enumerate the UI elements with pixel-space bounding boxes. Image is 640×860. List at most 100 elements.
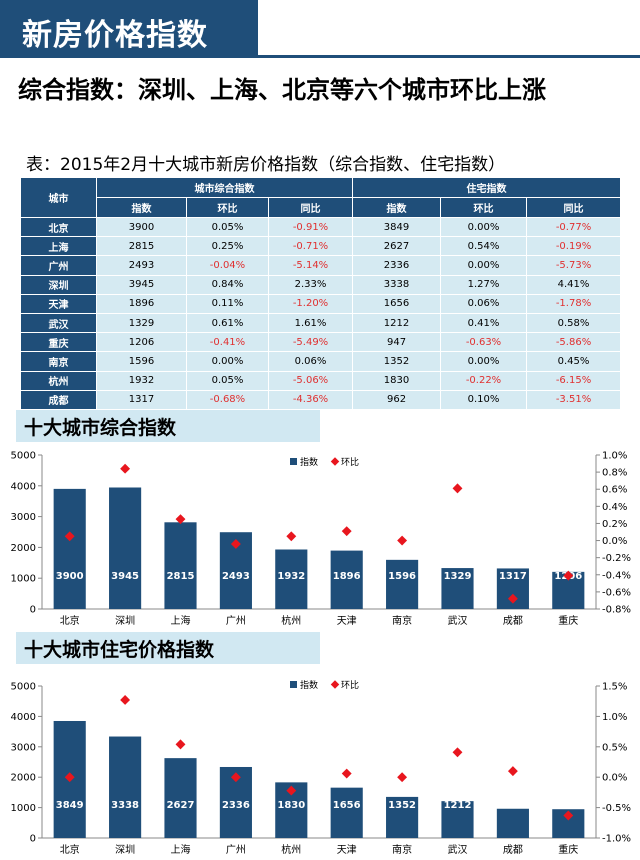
y-tick-label: 0 <box>30 605 36 616</box>
bar-data-label: 2493 <box>222 571 250 582</box>
section-title: 十大城市住宅价格指数 <box>24 639 215 661</box>
y2-tick-label: -0.4% <box>602 570 631 581</box>
sub-header-row: 指数 环比 同比 指数 环比 同比 <box>21 197 622 218</box>
marker-杭州 <box>286 531 297 542</box>
table-caption: 表：2015年2月十大城市新房价格指数（综合指数、住宅指数） <box>26 155 506 175</box>
bar-data-label: 1212 <box>444 800 472 811</box>
marker-杭州 <box>286 785 297 796</box>
y2-tick-label: -0.6% <box>602 587 631 598</box>
marker-天津 <box>341 526 352 537</box>
y-tick-label: 0 <box>30 834 36 845</box>
city-cell: 天津 <box>20 293 97 314</box>
bar-data-label: 1896 <box>333 571 361 582</box>
bar-上海 <box>164 758 197 838</box>
x-tick-label: 南京 <box>392 843 412 856</box>
title-banner: 新房价格指数 <box>0 0 258 58</box>
value-cell: 0.45% <box>526 351 622 372</box>
y2-tick-label: 0.2% <box>602 519 627 530</box>
value-cell: -0.19% <box>526 236 622 257</box>
value-cell: 0.06% <box>440 293 528 314</box>
x-tick-label: 上海 <box>171 843 191 856</box>
value-cell: -4.36% <box>267 389 354 410</box>
value-cell: 0.84% <box>186 274 269 295</box>
bar-武汉 <box>441 801 474 838</box>
index-table: 城市 城市综合指数 住宅指数 指数 环比 同比 指数 环比 同比 北京 3900 0.05% -… <box>20 177 622 410</box>
value-cell: 0.00% <box>440 216 528 238</box>
y2-tick-label: 1.5% <box>602 682 627 693</box>
city-header: 城市 <box>20 177 97 218</box>
value-cell: 1317 <box>96 389 187 410</box>
value-cell: 3900 <box>96 216 187 238</box>
value-cell: -5.49% <box>267 332 354 353</box>
y-tick-label: 5000 <box>11 682 36 693</box>
composite-group-header: 城市综合指数 <box>95 177 354 198</box>
city-cell: 上海 <box>20 236 97 257</box>
city-cell: 武汉 <box>20 312 97 334</box>
y2-tick-label: 0.8% <box>602 468 627 479</box>
value-cell: -1.78% <box>526 293 622 314</box>
headline: 综合指数：深圳、上海、北京等六个城市环比上涨 <box>18 76 546 104</box>
value-cell: -0.41% <box>186 332 269 353</box>
bar-成都 <box>496 808 529 838</box>
value-cell: 2493 <box>96 255 187 276</box>
value-cell: -0.77% <box>526 216 622 238</box>
marker-武汉 <box>452 747 463 758</box>
legend-label-index: 指数 <box>300 456 318 468</box>
bar-武汉 <box>441 568 474 609</box>
bar-上海 <box>164 522 197 609</box>
value-cell: 0.58% <box>526 312 622 334</box>
y2-tick-label: -0.8% <box>602 605 631 616</box>
value-cell: 2815 <box>96 236 187 257</box>
marker-上海 <box>175 739 186 750</box>
value-cell: -0.22% <box>440 370 528 391</box>
city-cell: 南京 <box>20 351 97 372</box>
legend-swatch-index <box>290 458 297 465</box>
y-tick-label: 3000 <box>11 742 36 753</box>
bar-data-label: 1656 <box>333 800 361 811</box>
x-tick-label: 杭州 <box>281 614 301 627</box>
bar-data-label: 1352 <box>388 800 416 811</box>
table-row: 北京 3900 0.05% -0.91% 3849 0.00% -0.77% <box>20 216 622 238</box>
bar-data-label: 2815 <box>167 571 195 582</box>
legend-label-index: 指数 <box>300 679 318 691</box>
marker-重庆 <box>563 810 574 821</box>
city-cell: 成都 <box>20 389 97 410</box>
x-tick-label: 天津 <box>337 844 357 856</box>
x-tick-label: 成都 <box>503 615 523 627</box>
value-cell: -3.51% <box>526 389 622 410</box>
y2-tick-label: 0.6% <box>602 485 627 496</box>
bar-data-label: 3945 <box>111 571 139 582</box>
sub-header-4: 环比 <box>440 197 528 218</box>
x-tick-label: 广州 <box>226 615 246 627</box>
bar-南京 <box>386 796 419 838</box>
section-composite: 十大城市综合指数 <box>16 410 320 442</box>
value-cell: 1329 <box>96 312 187 334</box>
x-tick-label: 天津 <box>337 615 357 627</box>
value-cell: 0.05% <box>186 370 269 391</box>
bar-北京 <box>53 488 86 609</box>
value-cell: 2336 <box>352 255 442 276</box>
sub-header-1: 环比 <box>186 197 269 218</box>
marker-深圳 <box>120 463 131 474</box>
y2-tick-label: -0.2% <box>602 553 631 564</box>
y2-tick-label: -1.0% <box>602 834 631 845</box>
y2-tick-label: 0.0% <box>602 773 627 784</box>
y-tick-label: 1000 <box>11 803 36 814</box>
value-cell: 0.10% <box>440 389 528 410</box>
value-cell: 1596 <box>96 351 187 372</box>
value-cell: 947 <box>352 332 442 353</box>
value-cell: 962 <box>352 389 442 410</box>
value-cell: 3945 <box>96 274 187 295</box>
city-cell: 杭州 <box>20 370 97 391</box>
x-tick-label: 成都 <box>503 844 523 856</box>
marker-广州 <box>230 539 241 549</box>
value-cell: 0.00% <box>440 255 528 276</box>
table-body: 北京 3900 0.05% -0.91% 3849 0.00% -0.77% 上海 2815 0.… <box>20 216 622 410</box>
bar-data-label: 962 <box>502 800 523 811</box>
legend-label-mom: 环比 <box>341 456 359 468</box>
value-cell: 0.41% <box>440 312 528 334</box>
legend-label-mom: 环比 <box>341 679 359 691</box>
x-tick-label: 深圳 <box>115 844 135 856</box>
x-tick-label: 重庆 <box>558 614 578 627</box>
legend-swatch-mom <box>330 457 340 466</box>
